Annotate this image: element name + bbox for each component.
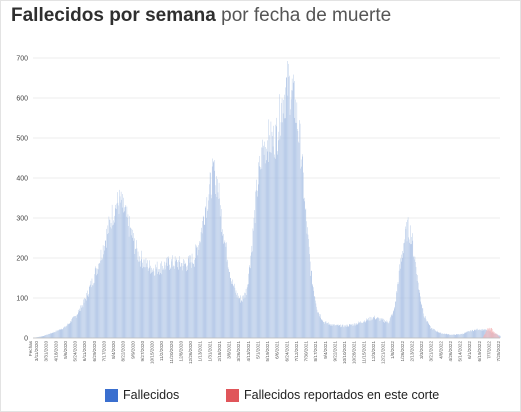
bars-layer [33,61,501,339]
y-tick-label: 300 [16,216,28,223]
x-tick-label: 5/19/2021 [265,341,270,362]
chart-title-bold: Fallecidos por semana [11,5,216,26]
x-tick-label: 7/7/2022 [486,341,491,359]
legend-label-reportados: Fallecidos reportados en este corte [244,388,440,402]
legend-item-fallecidos: Fallecidos [105,388,179,402]
x-tick-label: 5/24/2020 [73,341,78,362]
legend-swatch-reportados [226,388,239,402]
x-tick-label: 12/26/2020 [188,341,193,364]
x-tick-label: 3/3/2022 [419,341,424,359]
x-tick-label: 2/13/2022 [409,341,414,362]
x-tick-label: 6/29/2020 [92,341,97,362]
x-tick-label: 12/8/2020 [178,341,183,362]
axis-layer: 0 100 200 300 400 500 600 700 Fechas 3/11/2020 3/3… [16,56,501,365]
y-tick-label: 0 [24,336,28,343]
x-tick-label: 4/8/2022 [438,341,443,359]
chart-title-light: por fecha de muerte [221,5,392,26]
x-tick-label: 9/22/2021 [332,341,337,362]
deaths-bar-chart: 0 100 200 300 400 500 600 700 Fechas 3/11/2020 3/3… [16,56,501,365]
x-tick-label: 6/19/2022 [477,341,482,362]
x-tick-label: 3/26/2021 [236,341,241,362]
x-tick-label: 8/4/2020 [111,341,116,359]
y-tick-label: 400 [16,176,28,183]
x-tick-label: 8/17/2021 [313,341,318,362]
x-tick-label: 1/31/2021 [207,341,212,362]
x-tick-label: 11/2/2020 [159,341,164,362]
x-tick-label: 5/1/2021 [255,341,260,359]
x-tick-label: 3/8/2021 [227,341,232,359]
x-tick-label: 3/21/2022 [429,341,434,362]
x-tick-label: 1/26/2022 [400,341,405,362]
legend-label-fallecidos: Fallecidos [123,388,180,402]
x-tick-label: 12/21/2021 [381,341,386,364]
x-tick-label: 4/26/2022 [448,341,453,362]
x-tick-label: 5/6/2020 [63,341,68,359]
x-tick-label: 3/11/2020 [34,341,39,362]
legend: Fallecidos Fallecidos reportados en este… [0,388,521,408]
x-tick-label: 11/20/2020 [169,341,174,364]
x-tick-label: 10/15/2020 [150,341,155,364]
x-tick-label: 12/3/2021 [371,341,376,362]
x-tick-label: 8/22/2020 [121,341,126,362]
x-tick-label: 7/30/2021 [304,341,309,362]
x-tick-label: 7/25/2022 [496,341,501,362]
x-tick-label: 2/18/2021 [217,341,222,362]
x-tick-label: 10/28/2021 [352,341,357,364]
x-tick-label: 9/9/2020 [130,341,135,359]
recent-bars-layer [483,327,500,338]
x-tick-label: 4/13/2021 [246,341,251,362]
y-tick-label: 600 [16,96,28,103]
x-tick-label: 1/8/2022 [390,341,395,359]
x-tick-label: 6/6/2021 [275,341,280,359]
x-tick-label: 10/10/2021 [342,341,347,364]
x-axis-label: Fechas [28,340,33,356]
x-tick-label: 7/17/2020 [101,341,106,362]
x-tick-label: 7/12/2021 [294,341,299,362]
x-tick-label: 6/11/2020 [82,341,87,362]
y-tick-label: 700 [16,56,28,63]
x-tick-label: 4/18/2020 [53,341,58,362]
y-tick-label: 500 [16,136,28,143]
y-tick-label: 100 [16,296,28,303]
legend-swatch-fallecidos [105,388,118,402]
x-tick-label: 9/4/2021 [323,341,328,359]
x-tick-label: 6/24/2021 [284,341,289,362]
x-tick-label: 1/13/2021 [198,341,203,362]
y-tick-label: 200 [16,256,28,263]
x-tick-label: 6/1/2022 [467,341,472,359]
x-tick-label: 5/14/2022 [458,341,463,362]
legend-item-reportados: Fallecidos reportados en este corte [226,388,439,402]
x-tick-label: 3/31/2020 [44,341,49,362]
x-tick-label: 9/27/2020 [140,341,145,362]
chart-title: Fallecidos por semana por fecha de muert… [11,5,391,27]
x-tick-label: 11/15/2021 [361,341,366,364]
